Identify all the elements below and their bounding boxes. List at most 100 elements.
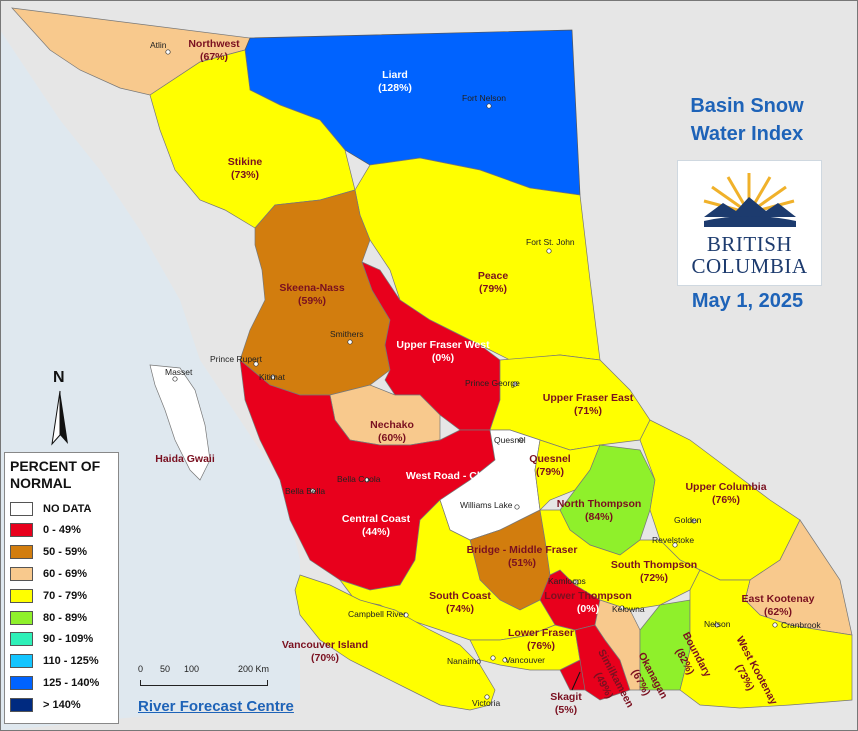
legend-item: 90 - 109%: [10, 631, 93, 648]
city-dot: [253, 361, 259, 367]
legend-label: 50 - 59%: [43, 546, 88, 559]
city-campbell-river: Campbell River: [348, 609, 406, 619]
legend-label: 125 - 140%: [43, 676, 100, 689]
city-williams-lake: Williams Lake: [460, 500, 513, 510]
city-bella-coola: Bella Coola: [337, 474, 381, 484]
city-dot: [512, 381, 518, 387]
city-fort-st-john: Fort St. John: [526, 237, 575, 247]
city-dot: [573, 579, 579, 585]
label-peace-pct: (79%): [479, 283, 507, 295]
label-stikine-pct: (73%): [231, 169, 259, 181]
legend-item: 125 - 140%: [10, 674, 99, 691]
legend-title-line-1: PERCENT OF: [10, 458, 101, 474]
city-dot: [514, 504, 520, 510]
label-central-coast: Central Coast: [342, 513, 411, 525]
city-dot: [672, 542, 678, 548]
label-upper-fraser-east: Upper Fraser East: [543, 392, 634, 404]
city-dot: [347, 339, 353, 345]
label-upper-fraser-west: Upper Fraser West: [396, 339, 490, 351]
legend-item: 50 - 59%: [10, 544, 87, 561]
label-haida-gwaii: Haida Gwaii: [155, 453, 215, 465]
city-dot: [502, 657, 508, 663]
city-dot: [490, 655, 496, 661]
city-revelstoke: Revelstoke: [652, 535, 694, 545]
legend-item: 110 - 125%: [10, 653, 99, 670]
label-bridge-middle-fraser-pct: (51%): [508, 557, 536, 569]
city-nanaimo: Nanaimo: [447, 656, 481, 666]
label-south-coast-pct: (74%): [446, 603, 474, 615]
city-vancouver: Vancouver: [505, 655, 545, 665]
city-dot: [270, 374, 276, 380]
city-masset: Masset: [165, 367, 193, 377]
legend-label: 60 - 69%: [43, 567, 88, 580]
city-dot: [484, 694, 490, 700]
city-dot: [310, 488, 316, 494]
city-kitimat: Kitimat: [259, 372, 286, 382]
legend-label: NO DATA: [43, 502, 92, 515]
skagit-leader-line: [571, 671, 581, 691]
city-fort-nelson: Fort Nelson: [462, 93, 506, 103]
legend-swatch: [10, 697, 33, 712]
legend-item: 70 - 79%: [10, 587, 87, 604]
legend-title-line-2: NORMAL: [10, 475, 72, 491]
city-dot: [619, 605, 625, 611]
scale-tick-200: 200 Km: [238, 664, 270, 674]
city-dot: [172, 376, 178, 382]
label-skagit-pct: (5%): [555, 704, 577, 716]
city-atlin: Atlin: [150, 40, 167, 50]
city-dot: [403, 612, 409, 618]
label-peace: Peace: [478, 270, 509, 282]
legend-label: 110 - 125%: [43, 655, 99, 668]
label-northwest-pct: (67%): [200, 51, 228, 63]
city-dot: [714, 622, 720, 628]
label-stikine: Stikine: [228, 156, 263, 168]
legend-label: 80 - 89%: [43, 611, 88, 624]
legend-item: 60 - 69%: [10, 565, 87, 582]
city-dot: [364, 477, 370, 483]
city-victoria: Victoria: [472, 698, 500, 708]
legend-label: 90 - 109%: [43, 633, 94, 646]
legend-swatch: [10, 501, 33, 516]
label-quesnel: Quesnel: [529, 453, 571, 465]
legend-swatch: [10, 523, 33, 538]
label-south-coast: South Coast: [429, 590, 491, 602]
city-quesnel: Quesnel: [494, 435, 526, 445]
basin-vancouver-island: [294, 574, 496, 711]
city-kelowna: Kelowna: [612, 604, 645, 614]
credit-link[interactable]: River Forecast Centre: [138, 698, 294, 715]
legend-swatch: [10, 675, 33, 690]
label-north-thompson-pct: (84%): [585, 511, 613, 523]
city-dot: [772, 622, 778, 628]
map-date: May 1, 2025: [691, 290, 804, 312]
label-vancouver-island: Vancouver Island: [282, 639, 368, 651]
label-lower-thompson: Lower Thompson: [544, 590, 632, 602]
label-central-coast-pct: (44%): [362, 526, 390, 538]
north-letter: N: [53, 369, 65, 386]
basin-haida-gwaii: [149, 364, 211, 481]
basin-west-kootenay: [679, 569, 853, 709]
legend-label: > 140%: [43, 698, 81, 711]
label-nechako-pct: (60%): [378, 432, 406, 444]
legend-swatch: [10, 610, 33, 625]
label-south-thompson-pct: (72%): [640, 572, 668, 584]
legend: PERCENT OF NORMAL NO DATA 0 - 49% 50 - 59%…: [4, 452, 119, 724]
legend-item: > 140%: [10, 696, 81, 713]
title-line-2: Water Index: [690, 123, 804, 145]
legend-swatch: [10, 545, 33, 560]
city-prince-george: Prince George: [465, 378, 520, 388]
label-lower-thompson-pct: (0%): [577, 603, 599, 615]
label-west-road-chilcotin: West Road - Chilcotin: [406, 470, 514, 482]
label-upper-columbia: Upper Columbia: [685, 481, 766, 493]
city-bella-bella: Bella Bella: [285, 486, 325, 496]
basin-skagit: [559, 659, 586, 691]
scale-bar-line: [140, 680, 268, 686]
label-liard: Liard: [382, 69, 408, 81]
north-arrow: N: [40, 369, 80, 449]
legend-label: 70 - 79%: [43, 589, 88, 602]
label-east-kootenay: East Kootenay: [742, 593, 815, 605]
logo-line-2: COLUMBIA: [691, 254, 808, 278]
scale-tick-0: 0: [138, 664, 144, 674]
label-liard-pct: (128%): [378, 82, 412, 94]
british-columbia-logo: BRITISH COLUMBIA: [677, 160, 822, 286]
label-south-thompson: South Thompson: [611, 559, 697, 571]
